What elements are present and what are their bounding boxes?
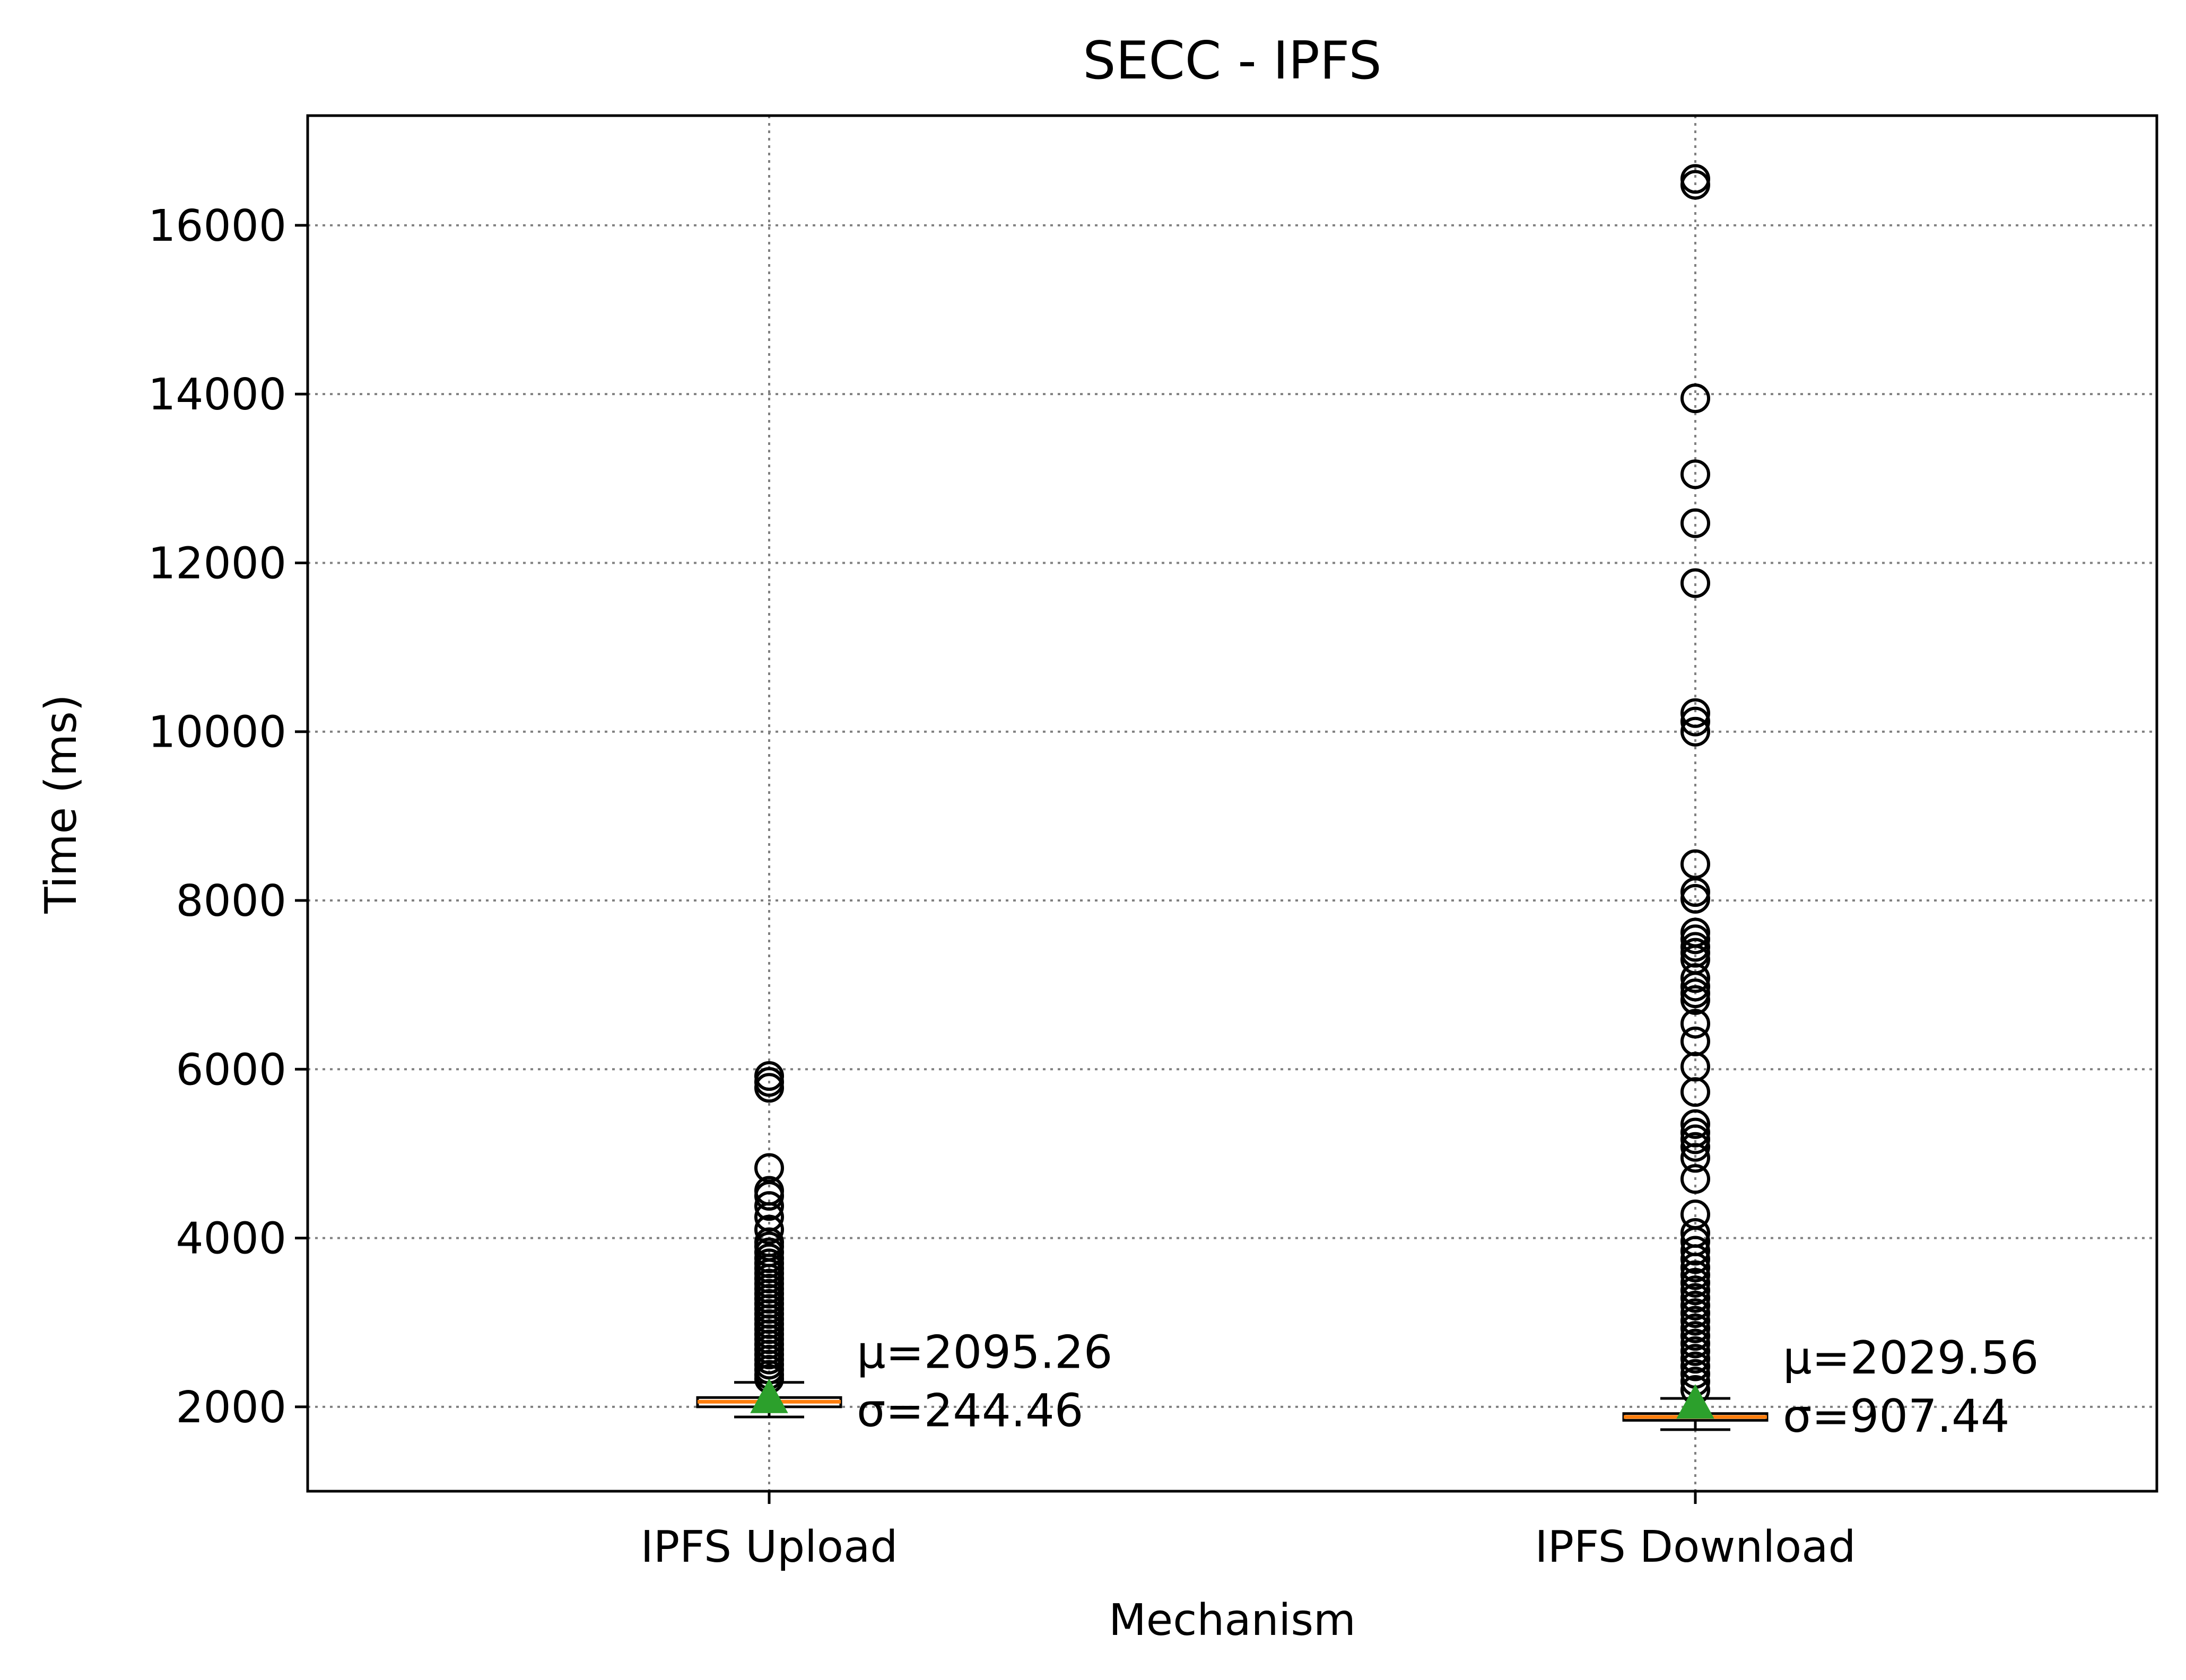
outlier-point xyxy=(1680,716,1710,747)
y-tick-label: 14000 xyxy=(148,370,286,420)
outlier-point xyxy=(1680,1236,1710,1266)
outlier-point xyxy=(1680,1321,1710,1351)
outlier-point xyxy=(1680,508,1710,538)
outlier-point xyxy=(1680,1328,1710,1359)
outlier-point xyxy=(1680,1253,1710,1283)
y-axis-label: Time (ms) xyxy=(36,694,86,914)
outlier-point xyxy=(1680,1026,1710,1056)
outlier-point xyxy=(1680,568,1710,598)
box-group: μ=2095.26 σ=244.46 xyxy=(696,1061,1112,1438)
outlier-point xyxy=(1680,1313,1710,1343)
y-tick-label: 2000 xyxy=(176,1382,286,1433)
outlier-point xyxy=(1680,883,1710,914)
outlier-point xyxy=(1680,1283,1710,1313)
chart-title: SECC - IPFS xyxy=(1083,31,1382,91)
y-tick-label: 8000 xyxy=(176,876,286,926)
outlier-point xyxy=(1680,972,1710,1002)
outlier-point xyxy=(1680,170,1710,200)
box-group: μ=2029.56σ=907.44 xyxy=(1622,164,2039,1443)
outlier-point xyxy=(1680,1290,1710,1320)
mean-annotation: μ=2029.56 xyxy=(1783,1332,2039,1385)
outlier-point xyxy=(1680,963,1710,993)
outlier-point xyxy=(1680,978,1710,1009)
y-tick-label: 12000 xyxy=(148,538,286,589)
outlier-point xyxy=(1680,1244,1710,1274)
y-tick-label: 16000 xyxy=(148,201,286,251)
outlier-point xyxy=(754,1073,784,1103)
y-tick-label: 4000 xyxy=(176,1214,286,1264)
outlier-point xyxy=(1680,1306,1710,1336)
y-tick-label: 6000 xyxy=(176,1045,286,1095)
outlier-point xyxy=(1680,1351,1710,1381)
std-annotation: σ=244.46 xyxy=(857,1385,1083,1438)
outlier-point xyxy=(1680,1009,1710,1039)
outlier-point xyxy=(1680,706,1710,737)
box-plots: μ=2095.26 σ=244.46 μ=2029.56σ=907.44 xyxy=(696,164,2039,1443)
outlier-point xyxy=(1680,877,1710,907)
mean-marker xyxy=(1676,1384,1714,1419)
x-tick-label: IPFS Upload xyxy=(641,1522,898,1572)
grid-lines xyxy=(308,116,2157,1491)
outlier-point xyxy=(1680,1164,1710,1194)
outlier-point xyxy=(1680,1109,1710,1139)
outlier-point xyxy=(1680,1336,1710,1366)
outlier-point xyxy=(1680,1077,1710,1107)
outlier-point xyxy=(1680,1124,1710,1154)
x-axis-ticks: IPFS Upload IPFS Download xyxy=(641,1491,1856,1572)
outlier-point xyxy=(1680,1267,1710,1298)
outlier-point xyxy=(1680,1275,1710,1306)
outlier-point xyxy=(1680,1143,1710,1173)
y-axis-ticks: 2000 4000 6000 8000 10000 12000 14000 16000 xyxy=(148,201,308,1433)
outlier-point xyxy=(754,1214,784,1245)
outlier-point xyxy=(1680,1344,1710,1374)
outlier-point xyxy=(1680,985,1710,1015)
x-axis-label: Mechanism xyxy=(1109,1595,1356,1646)
y-tick-label: 10000 xyxy=(148,707,286,758)
x-tick-label: IPFS Download xyxy=(1535,1522,1856,1572)
outlier-point xyxy=(1680,698,1710,728)
outlier-point xyxy=(1680,1260,1710,1290)
outlier-point xyxy=(1680,1132,1710,1162)
plot-frame xyxy=(306,114,2158,1493)
outlier-point xyxy=(1680,383,1710,414)
outlier-point xyxy=(1680,1298,1710,1328)
outlier-point xyxy=(754,1191,784,1221)
std-annotation: σ=907.44 xyxy=(1783,1390,2009,1443)
mean-annotation: μ=2095.26 xyxy=(857,1326,1112,1379)
outlier-point xyxy=(1680,459,1710,489)
outlier-point xyxy=(754,1181,784,1211)
outlier-point xyxy=(1680,924,1710,955)
mean-marker xyxy=(750,1378,788,1413)
